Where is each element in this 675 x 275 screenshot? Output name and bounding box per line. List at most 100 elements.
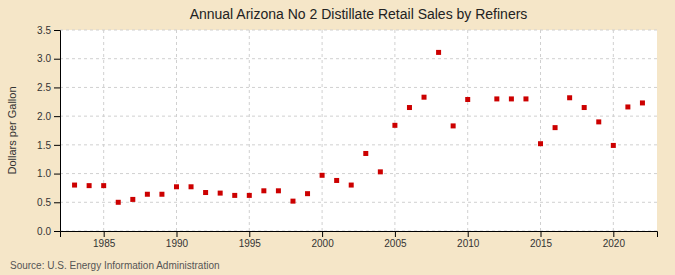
y-tick-mark bbox=[54, 87, 60, 88]
grid-line-x bbox=[103, 30, 104, 231]
x-tick-mark bbox=[395, 231, 396, 237]
point bbox=[218, 191, 223, 196]
y-tick: 1.5 bbox=[37, 140, 60, 151]
x-tick: 2000 bbox=[311, 231, 334, 249]
point bbox=[101, 183, 106, 188]
x-tick: 1990 bbox=[166, 231, 189, 249]
points bbox=[72, 50, 645, 205]
source: Source: U.S. Energy Information Administ… bbox=[10, 260, 220, 271]
point bbox=[116, 200, 121, 205]
grid bbox=[60, 30, 657, 231]
y-tick: 2.5 bbox=[37, 82, 60, 93]
y-tick-label: 2.0 bbox=[37, 111, 51, 122]
point bbox=[290, 199, 295, 204]
y-tick-label: 3.5 bbox=[37, 25, 51, 36]
x-tick: 2020 bbox=[603, 231, 626, 249]
point bbox=[247, 193, 252, 198]
point bbox=[203, 190, 208, 195]
x-tick-label: 1990 bbox=[166, 238, 189, 249]
y-tick-label: 2.5 bbox=[37, 82, 51, 93]
x-tick-label: 2015 bbox=[530, 238, 553, 249]
x-tick: 1995 bbox=[239, 231, 262, 249]
y-tick-mark bbox=[54, 30, 60, 31]
x-axis-line bbox=[61, 232, 658, 238]
grid-line-x bbox=[249, 30, 250, 231]
y-tick: 0.0 bbox=[37, 226, 60, 237]
x-tick-label: 1985 bbox=[93, 238, 116, 249]
grid-line-x bbox=[176, 30, 177, 231]
plot-background bbox=[60, 30, 657, 231]
x-tick-mark bbox=[249, 231, 250, 237]
y-tick-mark bbox=[54, 231, 60, 232]
point bbox=[378, 169, 383, 174]
y-tick: 3.5 bbox=[37, 25, 60, 36]
y-axis-line bbox=[54, 31, 61, 232]
x-tick: 2005 bbox=[384, 231, 407, 249]
x-tick: 2010 bbox=[457, 231, 480, 249]
x-tick-mark bbox=[104, 231, 105, 237]
point bbox=[261, 188, 266, 193]
y-tick-mark bbox=[54, 145, 60, 146]
x-tick-label: 2020 bbox=[603, 238, 626, 249]
point bbox=[334, 178, 339, 183]
y-tick-mark bbox=[54, 116, 60, 117]
point bbox=[567, 95, 572, 100]
x-tick-label: 2005 bbox=[384, 238, 407, 249]
chart-container: 1985 1990 1995 2000 2005 2010 2015 2020 0.0 0.5 1.… bbox=[0, 0, 675, 275]
background bbox=[0, 0, 675, 275]
grid-line-x bbox=[540, 30, 541, 231]
y-tick-label: 0.5 bbox=[37, 197, 51, 208]
point bbox=[523, 96, 528, 101]
grid-line-y bbox=[60, 202, 657, 203]
x-tick-mark bbox=[176, 231, 177, 237]
point bbox=[72, 183, 77, 188]
point bbox=[407, 105, 412, 110]
point bbox=[159, 192, 164, 197]
point bbox=[422, 95, 427, 100]
point bbox=[509, 96, 514, 101]
y-tick: 0.5 bbox=[37, 197, 60, 208]
point bbox=[625, 104, 630, 109]
point bbox=[451, 123, 456, 128]
point bbox=[189, 184, 194, 189]
point bbox=[320, 173, 325, 178]
point bbox=[174, 184, 179, 189]
x-tick-label: 2010 bbox=[457, 238, 480, 249]
grid-line-y bbox=[60, 30, 657, 31]
point bbox=[611, 143, 616, 148]
point bbox=[640, 100, 645, 105]
x-tick-label: 2000 bbox=[311, 238, 334, 249]
x-tick-mark bbox=[613, 231, 614, 237]
y-tick-mark bbox=[54, 174, 60, 175]
point bbox=[130, 197, 135, 202]
point bbox=[582, 105, 587, 110]
point bbox=[276, 188, 281, 193]
point bbox=[392, 123, 397, 128]
y-tick-label: 3.0 bbox=[37, 53, 51, 64]
y-tick: 1.0 bbox=[37, 168, 60, 179]
x-axis: 1985 1990 1995 2000 2005 2010 2015 2020 bbox=[61, 231, 658, 249]
x-tick: 1985 bbox=[93, 231, 116, 249]
grid-line-y bbox=[60, 173, 657, 174]
point bbox=[494, 96, 499, 101]
grid-line-x bbox=[394, 30, 395, 231]
title: Annual Arizona No 2 Distillate Retail Sa… bbox=[190, 6, 528, 22]
point bbox=[596, 119, 601, 124]
point bbox=[87, 183, 92, 188]
point bbox=[232, 193, 237, 198]
y-axis-title: Dollars per Gallon bbox=[6, 86, 18, 174]
x-tick: 2015 bbox=[530, 231, 553, 249]
grid-line-y bbox=[60, 116, 657, 117]
y-tick: 2.0 bbox=[37, 111, 60, 122]
grid-line-y bbox=[60, 58, 657, 59]
point bbox=[538, 141, 543, 146]
chart: 1985 1990 1995 2000 2005 2010 2015 2020 0.0 0.5 1.… bbox=[0, 0, 675, 275]
x-tick-mark bbox=[541, 231, 542, 237]
y-axis: 0.0 0.5 1.0 1.5 2.0 2.5 3.0 3.5 bbox=[37, 25, 60, 237]
y-tick-label: 1.0 bbox=[37, 168, 51, 179]
y-tick-label: 1.5 bbox=[37, 140, 51, 151]
point bbox=[145, 192, 150, 197]
grid-line-x bbox=[322, 30, 323, 231]
point bbox=[553, 125, 558, 130]
x-tick-mark bbox=[322, 231, 323, 237]
